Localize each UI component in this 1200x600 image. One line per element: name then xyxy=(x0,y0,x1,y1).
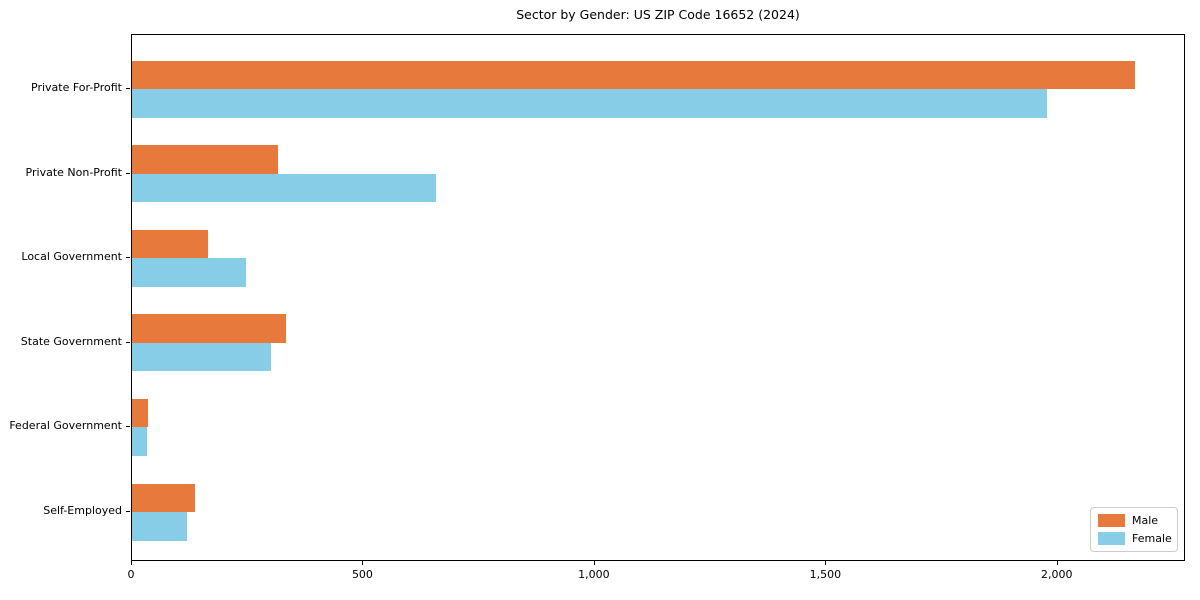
legend-label-female: Female xyxy=(1132,532,1172,545)
y-tick-mark xyxy=(126,511,130,512)
y-tick-label-private-non-profit: Private Non-Profit xyxy=(25,165,122,179)
legend-item-female: Female xyxy=(1098,532,1172,545)
y-tick-label-federal-government: Federal Government xyxy=(9,419,122,433)
y-tick-mark xyxy=(126,257,130,259)
y-tick-mark xyxy=(126,426,130,428)
bar-female-private-non-profit xyxy=(132,173,437,203)
x-tick-mark xyxy=(131,561,132,565)
y-tick-label-self-employed: Self-Employed xyxy=(43,504,122,517)
x-tick-label-1-500: 1,500 xyxy=(809,568,842,581)
y-tick-label-local-government: Local Government xyxy=(21,250,122,264)
legend-label-male: Male xyxy=(1132,514,1159,527)
chart-title: Sector by Gender: US ZIP Code 16652 (202… xyxy=(516,7,800,22)
bar-female-private-for-profit xyxy=(132,89,1047,118)
bar-female-federal-government xyxy=(132,427,148,456)
x-tick-label-2-000: 2,000 xyxy=(1041,568,1073,581)
bar-male-state-government xyxy=(132,314,287,343)
bar-female-self-employed xyxy=(132,512,187,541)
x-tick-label-0: 0 xyxy=(127,568,135,581)
bar-male-self-employed xyxy=(132,483,196,512)
legend-swatch-male-icon xyxy=(1098,514,1125,527)
legend: Male Female xyxy=(1090,507,1178,552)
x-tick-mark xyxy=(825,561,827,565)
y-tick-mark xyxy=(126,341,130,343)
bar-female-state-government xyxy=(132,342,271,372)
bar-male-local-government xyxy=(132,229,208,259)
legend-item-male: Male xyxy=(1098,514,1170,527)
x-tick-label-1-000: 1,000 xyxy=(578,568,610,581)
plot-area xyxy=(131,34,1185,561)
y-tick-mark xyxy=(126,172,130,174)
y-tick-label-private-for-profit: Private For-Profit xyxy=(31,81,122,94)
x-tick-mark xyxy=(362,561,364,565)
legend-swatch-female-icon xyxy=(1098,532,1125,545)
x-tick-mark xyxy=(593,561,595,565)
y-tick-mark xyxy=(126,88,130,89)
x-tick-label-500: 500 xyxy=(351,568,373,581)
bar-male-federal-government xyxy=(132,398,149,428)
bar-female-local-government xyxy=(132,258,246,287)
x-tick-mark xyxy=(1056,561,1058,565)
bar-male-private-non-profit xyxy=(132,145,279,174)
y-tick-label-state-government: State Government xyxy=(20,334,122,348)
bar-male-private-for-profit xyxy=(132,60,1135,89)
